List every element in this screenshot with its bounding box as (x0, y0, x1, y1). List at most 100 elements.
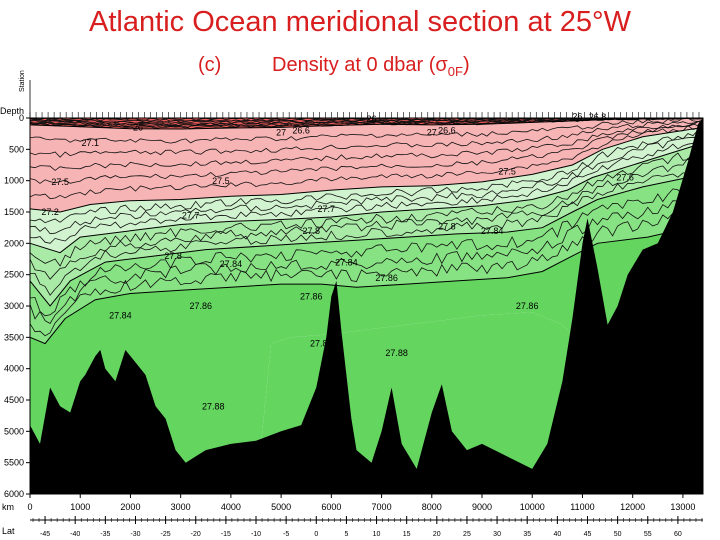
contour-label-29: 27.88 (202, 401, 225, 411)
contour-label-26: 27.86 (300, 292, 323, 302)
x-tick-label-10: 10000 (520, 502, 545, 512)
y-tick-label-0: 0 (19, 113, 24, 123)
contour-label-4: 26.6 (292, 126, 310, 136)
lat-tick-label-10: 0 (314, 531, 318, 538)
lat-tick-label-21: 55 (644, 531, 652, 538)
contour-line-10 (29, 120, 704, 158)
x-tick-label-0: 0 (27, 502, 32, 512)
lat-tick-label-9: -5 (283, 531, 289, 538)
lat-tick-label-8: -10 (251, 531, 261, 538)
lat-tick-label-1: -45 (40, 531, 50, 538)
contour-line-19 (30, 163, 704, 296)
subtitle-sub: 0F (447, 64, 463, 79)
contour-label-10: 27.5 (51, 177, 69, 187)
lat-tick-label-13: 15 (403, 531, 411, 538)
contour-line-9 (29, 117, 704, 144)
contour-line-16 (29, 137, 704, 244)
contour-boundary-4 (29, 224, 704, 345)
contour-label-28: 27.88 (385, 348, 408, 358)
contour-label-5: 26.6 (438, 126, 456, 136)
lat-tick-label-18: 40 (553, 531, 561, 538)
y-tick-label-6: 3000 (4, 301, 24, 311)
contour-label-17: 27.8 (438, 222, 456, 232)
contour-label-22: 27.84 (109, 311, 132, 321)
contour-line-3 (29, 117, 703, 124)
contour-label-25: 27.86 (516, 301, 539, 311)
density-band-5 (30, 224, 703, 494)
lat-axis-label: Lat (2, 526, 15, 536)
contour-label-3: 26.8 (589, 112, 607, 122)
contour-label-18: 27.8 (164, 251, 182, 261)
lat-tick-label-5: -25 (161, 531, 171, 538)
density-fills (30, 118, 703, 494)
density-band-4 (30, 174, 703, 344)
y-tick-label-4: 2000 (4, 238, 24, 248)
axes: 0500100015002000250030003500400045005000… (0, 70, 703, 538)
contour-label-14: 27.7 (182, 210, 200, 220)
lat-tick-label-22: 60 (674, 531, 682, 538)
density-band-3 (30, 143, 703, 306)
contour-line-20 (29, 183, 704, 317)
lat-tick-label-6: -20 (191, 531, 201, 538)
x-tick-label-11: 11000 (570, 502, 594, 512)
contour-label-2: 26 (572, 111, 582, 121)
contour-label-13: 27.6 (616, 173, 634, 183)
contour-label-11: 27.5 (212, 176, 230, 186)
lat-tick-label-16: 30 (493, 531, 501, 538)
contour-boundary-1 (29, 126, 704, 213)
contour-label-8: 27.1 (82, 138, 100, 148)
density-band-deep (30, 293, 703, 494)
x-tick-label-5: 5000 (271, 502, 291, 512)
y-tick-label-7: 3500 (4, 332, 24, 342)
contour-label-21: 27.84 (335, 257, 358, 267)
lat-tick-label-12: 10 (373, 531, 381, 538)
station-label: Station (19, 70, 26, 92)
contour-label-19: 27.84 (481, 226, 504, 236)
contour-line-15 (29, 136, 704, 235)
contour-boundary-2 (29, 142, 704, 254)
x-tick-label-12: 12000 (620, 502, 645, 512)
x-axis-label: km (2, 502, 14, 512)
lat-tick-label-4: -30 (130, 531, 140, 538)
x-tick-label-1: 1000 (70, 502, 90, 512)
x-tick-label-9: 9000 (472, 502, 492, 512)
chart-title: Atlantic Ocean meridional section at 25°… (89, 6, 631, 38)
contour-label-27: 27.88 (310, 339, 333, 349)
contour-line-18 (29, 156, 704, 280)
density-band-2 (30, 127, 703, 253)
y-tick-label-1: 500 (9, 144, 24, 154)
y-tick-label-11: 5500 (4, 458, 24, 468)
y-tick-label-2: 1000 (4, 176, 24, 186)
x-tick-label-2: 2000 (120, 502, 140, 512)
contour-label-6: 27 (276, 128, 286, 138)
chart-subtitle: Density at 0 dbar (σ0F) (272, 54, 470, 79)
x-tick-label-6: 6000 (321, 502, 341, 512)
subtitle-sigma: σ (435, 54, 448, 76)
contour-boundary-3 (29, 173, 704, 307)
contour-label-23: 27.86 (375, 273, 398, 283)
lat-tick-label-2: -40 (70, 531, 80, 538)
contour-line-14 (29, 129, 704, 224)
y-axis-label: Depth (0, 106, 24, 116)
contour-line-21 (29, 199, 704, 325)
x-tick-label-3: 3000 (171, 502, 191, 512)
x-tick-label-13: 13000 (670, 502, 695, 512)
x-tick-label-4: 4000 (221, 502, 241, 512)
y-tick-label-12: 6000 (4, 489, 24, 499)
y-tick-label-3: 1500 (4, 207, 24, 217)
contour-label-30: 27.9 (323, 395, 341, 405)
lat-tick-label-17: 35 (523, 531, 531, 538)
lat-tick-label-11: 5 (344, 531, 348, 538)
contour-boundary-0 (29, 117, 704, 130)
contour-label-16: 27.8 (303, 226, 321, 236)
x-tick-label-8: 8000 (422, 502, 442, 512)
contour-label-20: 27.84 (220, 259, 243, 269)
contour-line-11 (29, 121, 704, 171)
y-tick-label-10: 5000 (4, 426, 24, 436)
ocean-bottom (30, 118, 703, 494)
contour-label-12: 27.5 (498, 166, 516, 176)
lat-tick-label-20: 50 (614, 531, 622, 538)
contour-line-17 (29, 150, 704, 267)
